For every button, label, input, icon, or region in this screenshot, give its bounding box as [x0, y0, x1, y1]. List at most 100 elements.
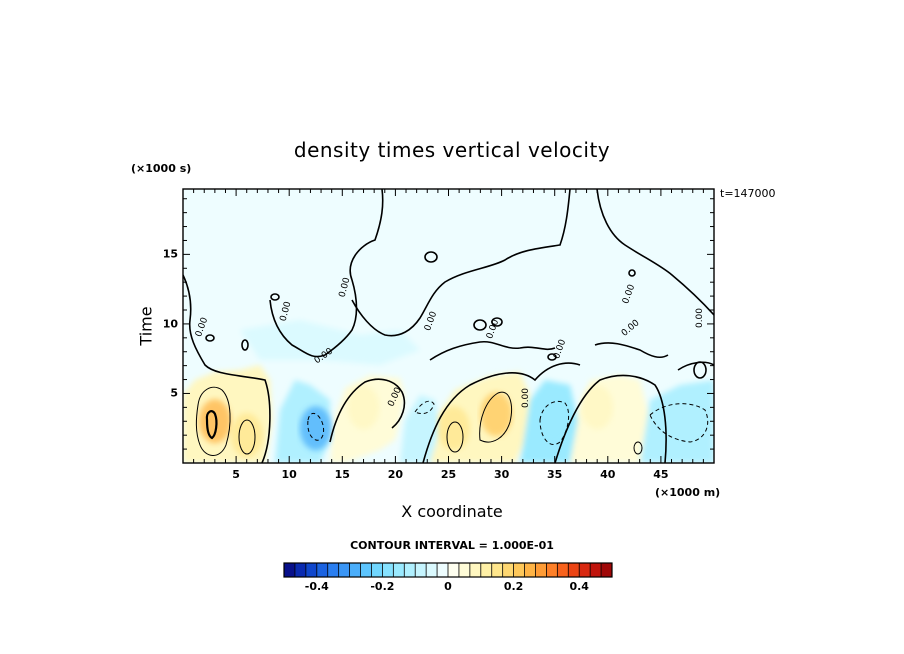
colorbar-swatch [491, 563, 503, 577]
colorbar-swatch [404, 563, 416, 577]
colorbar-swatch [601, 563, 613, 577]
x-tick-label: 40 [600, 468, 616, 481]
negative-contours [307, 400, 709, 445]
colorbar-swatch [382, 563, 394, 577]
zero-contour-loop [547, 353, 557, 361]
colorbar-swatch [338, 563, 350, 577]
zero-contour [594, 342, 669, 358]
zero-contour [554, 374, 667, 463]
colorbar-tick-label: 0 [444, 580, 452, 593]
positive-contour [479, 391, 512, 443]
positive-contours [195, 386, 643, 456]
y-tick-label: 5 [170, 386, 178, 400]
colorbar-swatch [360, 563, 372, 577]
colorbar-swatch [513, 563, 525, 577]
time-label: t=147000 [720, 187, 776, 200]
data-feature [538, 399, 571, 444]
colorbar-swatch [305, 563, 318, 577]
colorbar-swatch [437, 563, 449, 577]
data-feature [198, 399, 231, 444]
y-tick-label: 15 [162, 247, 178, 261]
zero-contour-loop [473, 319, 487, 331]
colorbar-swatch [546, 563, 558, 577]
positive-contour [238, 419, 256, 455]
zero-contour-label: 0.00 [695, 308, 705, 328]
positive-contour [633, 441, 643, 455]
contour-interval-label: CONTOUR INTERVAL = 1.000E-01 [350, 539, 554, 552]
x-tick-label: 20 [387, 468, 404, 481]
colorbar-swatch [448, 563, 460, 577]
y-tick-label: 10 [162, 317, 178, 331]
negative-contour [307, 413, 325, 441]
colorbar-swatch [415, 563, 427, 577]
zero-contour [269, 189, 384, 358]
zero-contour [351, 189, 571, 337]
zero-contour [596, 189, 714, 316]
x-tick-label: 35 [547, 468, 563, 481]
data-feature [230, 413, 263, 458]
zero-contour-label: 0.00 [521, 388, 531, 408]
colorbar-swatch [393, 563, 405, 577]
positive-contour [446, 421, 464, 453]
data-feature [299, 406, 332, 451]
colorbar-swatch [316, 563, 329, 577]
x-tick-label: 5 [232, 468, 240, 481]
x-axis-label: X coordinate [401, 502, 503, 521]
data-feature [581, 385, 614, 430]
zero-contour [183, 274, 271, 463]
colorbar-swatch [480, 563, 493, 577]
zero-contour [429, 340, 556, 361]
colorbar-swatch [502, 563, 514, 577]
colorbar-swatch [524, 563, 536, 577]
colorbar-swatch [557, 563, 569, 577]
colorbar-swatch [371, 563, 383, 577]
negative-contour [649, 403, 709, 443]
data-feature [437, 406, 470, 451]
x-unit-label: (×1000 m) [655, 486, 721, 499]
data-feature [347, 385, 380, 430]
colorbar-swatch [284, 563, 296, 577]
colorbar-swatch [590, 563, 602, 577]
negative-contour [414, 400, 435, 415]
colorbar-swatch [426, 563, 438, 577]
colorbar-swatch [469, 563, 482, 577]
zero-contours [183, 189, 714, 463]
colorbar-frame [283, 562, 613, 578]
color-field-negative [400, 395, 440, 463]
zero-contour [329, 378, 406, 443]
negative-contour [539, 400, 570, 445]
color-field-negative [240, 320, 420, 365]
colorbar-swatch [568, 563, 580, 577]
zero-contour-loop [205, 334, 215, 342]
x-tick-label: 25 [440, 468, 457, 481]
x-tick-label: 15 [334, 468, 350, 481]
zero-contour-loop [693, 361, 707, 379]
colorbar-swatch [458, 563, 471, 577]
x-tick-label: 45 [653, 468, 669, 481]
y-unit-label: (×1000 s) [131, 162, 192, 175]
x-tick-label: 30 [493, 468, 510, 481]
colorbar-swatch [294, 563, 307, 577]
positive-contour [195, 386, 231, 456]
x-tick-label: 10 [281, 468, 297, 481]
colorbar-tick-label: -0.4 [304, 580, 329, 593]
colorbar-swatch [579, 563, 591, 577]
feature-layer [198, 385, 688, 458]
zero-contour-loop [270, 293, 280, 301]
colorbar-tick-label: 0.2 [503, 580, 524, 593]
zero-contour-loop [628, 269, 636, 277]
colorbar-tick-label: -0.2 [370, 580, 395, 593]
colorbar-swatch [349, 563, 361, 577]
positive-contours-strong [205, 410, 218, 440]
zero-contour-loop [491, 317, 503, 327]
colorbar-swatch [327, 563, 339, 577]
chart-title: density times vertical velocity [293, 138, 611, 162]
axis-ticks [183, 189, 714, 463]
colorbar [283, 562, 613, 578]
positive-contour [205, 410, 218, 440]
data-feature [480, 392, 513, 437]
zero-contour [422, 362, 581, 463]
plot-area: 0.000.00 0.00 0.000.000.000.00 0.000.000.00… [183, 189, 714, 463]
colorbar-tick-label: 0.4 [569, 580, 589, 593]
